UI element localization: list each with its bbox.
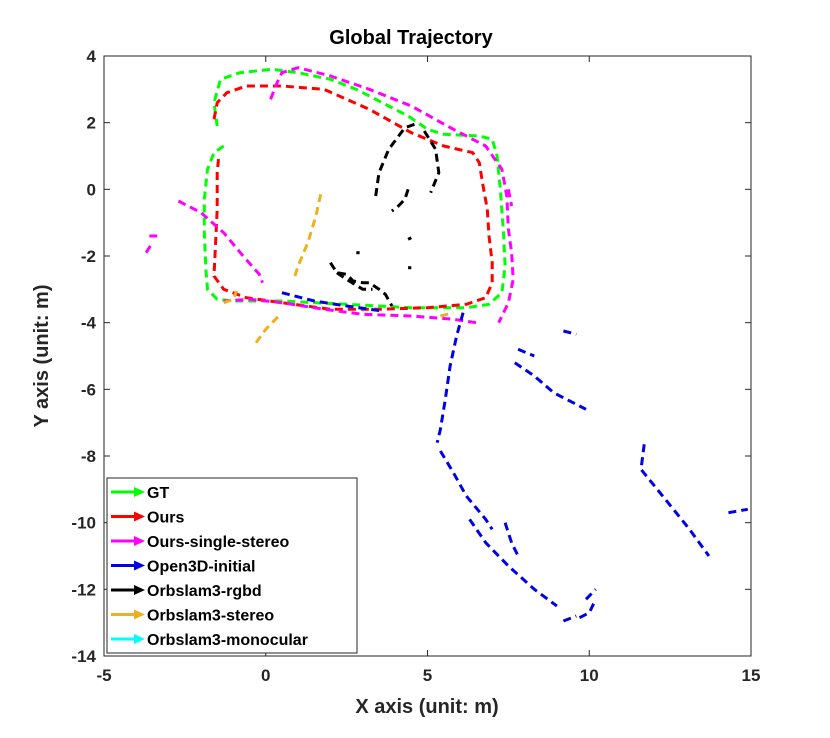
legend-arrow-icon <box>134 511 145 522</box>
legend-label: Orbslam3-monocular <box>147 632 308 649</box>
trajectory-segment <box>281 291 383 313</box>
y-tick-label: -8 <box>81 447 96 466</box>
trajectory-segment <box>177 199 264 284</box>
legend-box <box>106 477 358 654</box>
x-tick-label: 10 <box>580 666 599 685</box>
trajectory-segment <box>374 122 416 197</box>
legend-arrow-icon <box>134 634 145 644</box>
trajectory-segment <box>202 67 507 310</box>
trajectory-segment <box>390 188 410 213</box>
legend-arrow-icon <box>134 487 145 497</box>
legend-label: Open3D-initial <box>147 559 255 576</box>
series-gt <box>202 67 507 310</box>
y-tick-label: -2 <box>81 247 96 266</box>
chart-title: Global Trajectory <box>329 27 493 49</box>
legend-arrow-icon <box>134 585 145 595</box>
axis-ticks: -5 0 5 10 15 4 2 0 -2 -4 -6 -8 -10 -12 -14 <box>71 47 760 685</box>
trajectory-segment <box>513 361 587 411</box>
series-orbslam3-rgbd <box>329 122 441 307</box>
series-layer <box>144 66 749 623</box>
series-ours <box>212 84 494 311</box>
trajectory-segment <box>254 314 280 344</box>
trajectory-segment <box>212 84 494 311</box>
trajectory-segment <box>223 297 477 325</box>
x-axis-label: X axis (unit: m) <box>355 696 498 718</box>
trajectory-segment <box>440 311 454 318</box>
legend-arrow-icon <box>134 560 145 571</box>
trajectory-segment <box>563 329 577 336</box>
trajectory-segment <box>435 312 465 444</box>
x-tick-label: 15 <box>742 666 761 685</box>
trajectory-segment <box>407 236 412 241</box>
x-tick-label: 5 <box>423 666 432 685</box>
legend-arrow-icon <box>134 609 145 620</box>
trajectory-segment <box>336 271 373 291</box>
series-orbslam3-stereo <box>223 193 454 344</box>
trajectory-segment <box>584 588 597 601</box>
trajectory-segment <box>639 444 711 557</box>
legend-label: Orbslam3-rgbd <box>147 583 262 600</box>
trajectory-segment <box>144 241 154 254</box>
y-tick-label: 4 <box>87 47 97 66</box>
y-tick-label: 2 <box>87 114 96 133</box>
legend-label: Ours-single-stereo <box>147 534 289 551</box>
trajectory-segment <box>506 189 514 207</box>
series-open3d-initial <box>281 291 749 623</box>
trajectory-segment <box>293 193 323 277</box>
y-tick-label: -12 <box>71 580 96 599</box>
series-ours-single-stereo <box>144 66 515 325</box>
trajectory-segment <box>562 614 577 623</box>
trajectory-segment <box>439 450 494 531</box>
trajectory-segment <box>423 130 441 194</box>
y-tick-label: -10 <box>71 514 96 533</box>
legend-arrow-icon <box>134 536 145 546</box>
legend-label: GT <box>147 485 169 502</box>
legend: GT Ours Ours-single-stereo Open3D-initial Or… <box>106 477 358 654</box>
x-tick-label: 0 <box>261 666 270 685</box>
trajectory-segment <box>468 518 558 608</box>
y-tick-label: -14 <box>71 647 96 666</box>
y-tick-label: -6 <box>81 380 96 399</box>
trajectory-segment <box>517 347 535 358</box>
trajectory-segment <box>728 507 749 515</box>
legend-label: Orbslam3-stereo <box>147 608 274 625</box>
legend-label: Ours <box>147 510 184 527</box>
trajectory-segment <box>503 522 520 557</box>
x-tick-label: -5 <box>96 666 111 685</box>
trajectory-segment <box>223 290 238 305</box>
y-axis-label: Y axis (unit: m) <box>31 285 53 428</box>
y-tick-label: 0 <box>87 180 96 199</box>
trajectory-segment <box>578 602 596 620</box>
y-tick-label: -4 <box>81 314 97 333</box>
